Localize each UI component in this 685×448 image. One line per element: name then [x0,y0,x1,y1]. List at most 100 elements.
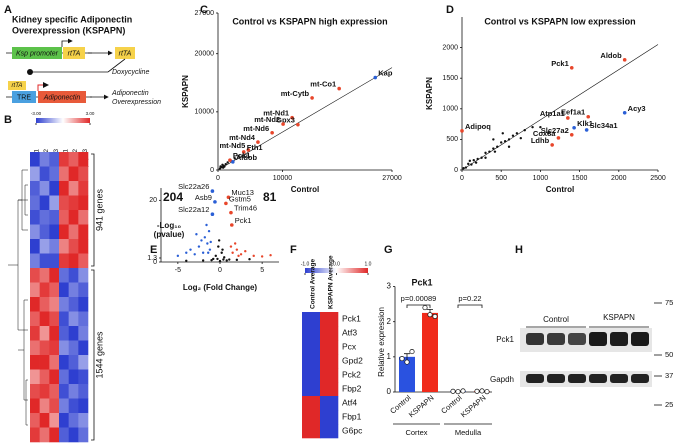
heatmap-cell [39,413,50,428]
significance-bracket [457,304,483,308]
promoter-arrow [61,38,73,47]
replicate-point [450,388,456,394]
data-point [233,157,236,160]
heatmap-cell [59,369,69,385]
title-line: Overexpression (KSPAPN) [12,25,125,35]
heatmap-cell [59,166,69,182]
heatmap-cell [39,253,50,269]
point-label: Slc22a12 [178,205,209,214]
data-point [470,163,473,166]
y-tick-label: 0 [454,167,458,174]
data-point [493,150,497,153]
heatmap-cell [49,181,60,196]
data-point [248,258,251,261]
replicate-point [422,305,428,311]
y-axis-label: KSPAPN [181,75,190,108]
y-axis-label: KSPAPN [425,77,434,110]
data-point [496,145,499,148]
adiponectin-box [38,91,86,103]
y-tick-label: 1.3 [147,255,157,262]
heatmap-cell [30,224,40,240]
heatmap-cell [68,384,79,399]
x-tick-label: -5 [175,267,181,274]
heatmap-cell [320,424,339,439]
y-axis-label: -Log₁₀ [157,221,182,230]
heatmap-cell [49,340,60,356]
data-point [507,145,511,148]
heatmap-cell [59,413,69,428]
p-value: p=0.22 [458,294,481,303]
data-point [222,258,225,261]
bar [399,356,415,392]
protein-box [115,47,135,59]
heatmap-cell [49,427,60,443]
data-point [221,248,224,251]
gene-label: Pcx [342,341,357,351]
data-point [484,151,487,155]
color-scale [305,268,368,273]
heatmap-cell [39,326,50,341]
panel-label: H [515,244,523,256]
heatmap-cell [30,369,40,385]
promoter-label: Ksp promoter [16,50,59,57]
data-point [233,242,237,245]
heatmap-cell [30,297,40,312]
point-label: Eef1a1 [561,108,585,117]
data-point [197,245,201,248]
heatmap-cell [39,239,50,254]
marker-label: 25 [665,400,673,409]
data-point [523,129,526,132]
data-point [185,251,188,254]
outcome-line: Overexpression [112,99,161,106]
data-point [235,258,239,262]
point-label: Muc13 [231,188,254,197]
heatmap-cell [59,427,69,443]
point-label: mt-Nd1 [263,109,289,118]
data-point [220,251,223,254]
panel-label: C [200,4,208,16]
replicate-point [474,388,480,394]
data-point [269,254,272,257]
heatmap-cell [39,282,50,298]
data-point [235,248,239,251]
heatmap-cell [78,355,89,370]
count-label: 204 [163,190,183,204]
heatmap-cell [68,369,79,385]
data-point [556,136,561,140]
heatmap-cell [30,166,40,182]
heatmap-cell [68,268,79,283]
x-tick-label: 10000 [273,175,293,182]
gene-label: G6pc [342,425,363,435]
binding-line [107,58,126,73]
heatmap-cell [68,282,79,298]
data-point [488,150,491,153]
data-point [474,161,478,164]
panel-label: G [384,244,393,256]
scale-tick-label: 3.00 [86,111,95,116]
point-label: Slc27a2 [541,126,569,135]
gene-label: Atf4 [342,397,357,407]
data-point [550,143,554,147]
dendrogram [8,169,28,426]
data-point [217,245,220,248]
data-point [193,253,196,256]
replicate-point [427,312,433,318]
data-point [460,129,464,133]
heatmap-cell [320,410,339,425]
data-point [492,147,495,150]
data-point [205,223,208,227]
heatmap-cell [68,195,79,211]
data-point [208,248,212,251]
y-tick-label: 10000 [195,109,215,116]
heatmap-cell [30,195,40,211]
heatmap-cell [30,210,40,225]
point-label: Gpx3 [276,116,295,125]
gene-box [63,47,85,59]
data-point [569,65,574,70]
x-axis-label: Control [291,185,319,194]
data-point [228,258,231,261]
heatmap-cell [49,210,60,225]
heatmap-cell [68,152,79,167]
data-point [228,158,232,162]
heatmap-cell [320,312,339,327]
